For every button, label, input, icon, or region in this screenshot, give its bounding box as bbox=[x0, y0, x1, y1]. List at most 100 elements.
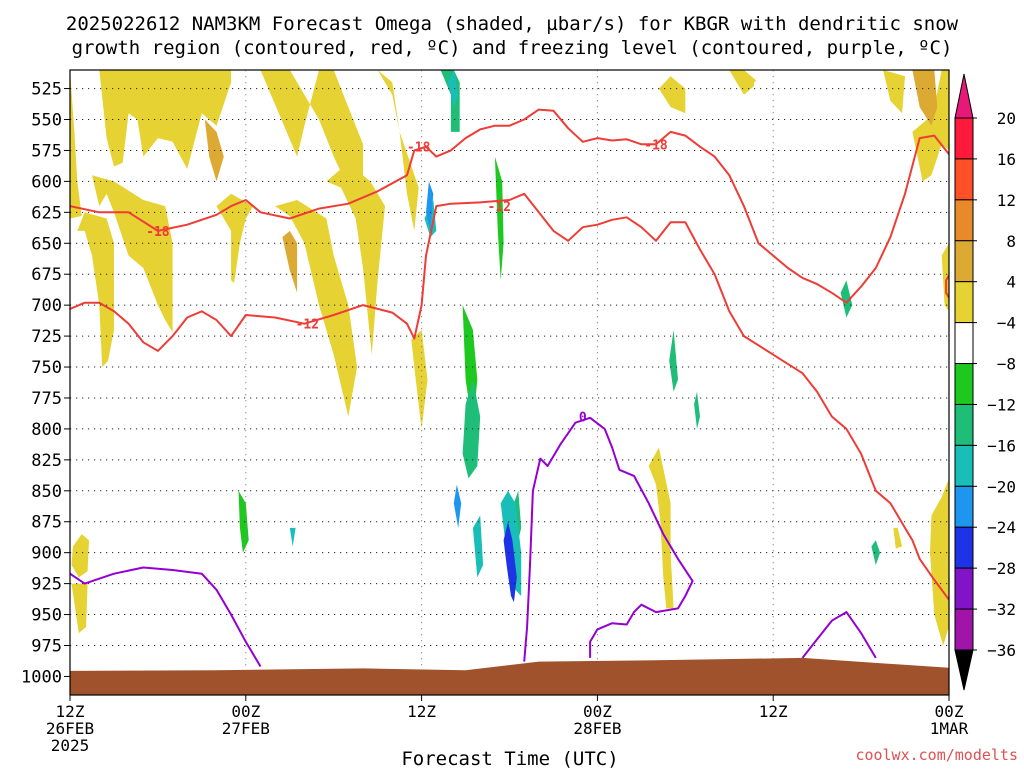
omega-region-minus4 bbox=[670, 218, 712, 473]
omega-region-minus4 bbox=[752, 70, 781, 491]
colorbar-swatch bbox=[954, 567, 974, 610]
x-tick-label: 26FEB bbox=[46, 719, 94, 738]
dendritic-growth-contours bbox=[70, 108, 949, 601]
omega-region-minus16 bbox=[448, 70, 459, 108]
colorbar-tick-label: 4 bbox=[1006, 273, 1016, 292]
colorbar-swatch bbox=[954, 485, 974, 528]
omega-region-minus4 bbox=[546, 131, 580, 405]
colorbar-swatch bbox=[954, 240, 974, 283]
omega-region-minus12 bbox=[669, 329, 678, 392]
omega-region-plus4 bbox=[71, 583, 88, 634]
y-tick-label: 675 bbox=[31, 265, 62, 285]
omega-region-plus4 bbox=[658, 76, 686, 114]
colorbar-swatch bbox=[954, 608, 974, 651]
ground-surface bbox=[70, 657, 949, 695]
colorbar: 20 16 12 8 4 −4 −8 −12 −16 −20 −24 −28 −32 −36 bbox=[954, 73, 1016, 691]
contour-label: -12 bbox=[296, 318, 319, 333]
omega-region-minus4 bbox=[494, 305, 507, 442]
omega-region-plus4 bbox=[77, 212, 114, 367]
omega-region-plus4 bbox=[92, 175, 173, 333]
colorbar-bottom-arrow bbox=[954, 649, 974, 691]
colorbar-tick-label: −8 bbox=[997, 355, 1016, 374]
terrain-surface bbox=[70, 657, 949, 695]
x-tick-label: 27FEB bbox=[222, 719, 270, 738]
y-tick-label: 825 bbox=[31, 451, 62, 471]
omega-region-minus4 bbox=[500, 70, 539, 281]
y-tick-label: 575 bbox=[31, 141, 62, 161]
y-tick-label: 525 bbox=[31, 80, 62, 100]
omega-region-minus8 bbox=[238, 490, 249, 553]
colorbar-swatch bbox=[954, 199, 974, 242]
colorbar-tick-label: −36 bbox=[987, 641, 1016, 660]
y-tick-label: 1000 bbox=[21, 667, 62, 687]
contour-label: -12 bbox=[488, 200, 511, 215]
colorbar-swatch bbox=[954, 158, 974, 201]
omega-region-minus12 bbox=[462, 379, 481, 479]
omega-region-minus12 bbox=[871, 540, 881, 565]
omega-region-minus4 bbox=[790, 230, 803, 343]
omega-region-minus4 bbox=[809, 175, 903, 615]
omega-region-minus12 bbox=[694, 391, 700, 429]
x-tick-label: 00Z bbox=[583, 702, 612, 721]
omega-region-minus4 bbox=[648, 230, 675, 429]
freezing-level-contours bbox=[70, 416, 877, 668]
y-tick-label: 800 bbox=[31, 420, 62, 440]
x-axis-label: Forecast Time (UTC) bbox=[401, 748, 618, 768]
contour-label: -18 bbox=[407, 141, 431, 156]
colorbar-swatch bbox=[954, 444, 974, 487]
plot-grid bbox=[70, 70, 949, 695]
omega-region-plus8 bbox=[912, 70, 938, 126]
omega-region-minus4 bbox=[795, 379, 821, 491]
colorbar-tick-label: −28 bbox=[987, 559, 1016, 578]
omega-region-plus4 bbox=[216, 193, 254, 283]
omega-region-minus4 bbox=[414, 82, 437, 219]
purple-contour-line bbox=[523, 416, 694, 662]
colorbar-tick-label: −12 bbox=[987, 395, 1016, 414]
y-tick-label: 600 bbox=[31, 172, 62, 192]
omega-region-minus12 bbox=[840, 280, 853, 318]
omega-region-plus4 bbox=[260, 70, 363, 194]
omega-region-plus4 bbox=[275, 200, 358, 417]
colorbar-tick-label: −32 bbox=[987, 600, 1016, 619]
omega-region-minus8 bbox=[494, 156, 504, 281]
y-tick-label: 750 bbox=[31, 358, 62, 378]
credit-text: coolwx.com/modelts bbox=[855, 746, 1018, 764]
omega-region-plus4 bbox=[883, 70, 905, 114]
colorbar-tick-label: −20 bbox=[987, 477, 1016, 496]
omega-region-plus4 bbox=[71, 534, 89, 578]
red-contour-line bbox=[70, 192, 949, 601]
omega-region-plus4 bbox=[377, 70, 419, 231]
chart-title-line2: growth region (contoured, red, ºC) and f… bbox=[72, 37, 953, 59]
purple-contour-line bbox=[801, 611, 877, 659]
y-tick-label: 925 bbox=[31, 575, 62, 595]
colorbar-top-arrow bbox=[954, 73, 974, 119]
x-tick-label: 12Z bbox=[759, 702, 788, 721]
x-tick-label: 28FEB bbox=[573, 719, 621, 738]
x-tick-label: 12Z bbox=[407, 702, 436, 721]
x-tick-label: 2025 bbox=[51, 736, 90, 755]
chart-title-line1: 2025022612 NAM3KM Forecast Omega (shaded… bbox=[66, 13, 959, 35]
red-contour-line bbox=[945, 274, 949, 299]
colorbar-swatch bbox=[954, 322, 974, 365]
omega-region-plus8 bbox=[282, 230, 298, 293]
omega-region-plus4 bbox=[411, 329, 428, 429]
contour-label: 0 bbox=[579, 411, 587, 426]
omega-region-minus20 bbox=[426, 181, 434, 231]
omega-region-plus4 bbox=[912, 70, 949, 182]
colorbar-swatch bbox=[954, 526, 974, 569]
omega-region-minus16 bbox=[472, 515, 484, 578]
y-tick-label: 625 bbox=[31, 203, 62, 223]
y-tick-label: 650 bbox=[31, 234, 62, 254]
omega-region-minus24 bbox=[503, 521, 517, 603]
omega-region-minus20 bbox=[453, 484, 462, 528]
colorbar-swatch bbox=[954, 281, 974, 324]
colorbar-swatch bbox=[954, 403, 974, 446]
y-tick-label: 775 bbox=[31, 389, 62, 409]
contour-label: -18 bbox=[644, 138, 668, 153]
contour-label: -18 bbox=[146, 225, 170, 240]
colorbar-tick-label: 12 bbox=[997, 191, 1016, 210]
x-tick-label: 00Z bbox=[935, 702, 964, 721]
